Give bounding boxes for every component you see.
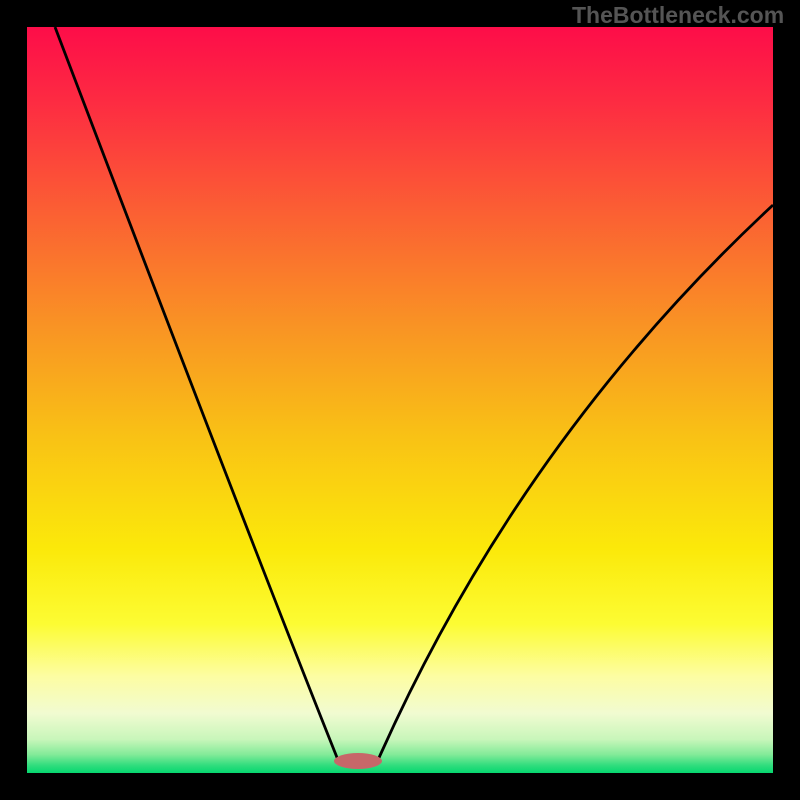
watermark-text: TheBottleneck.com (572, 2, 784, 29)
optimal-marker (334, 753, 382, 769)
plot-area (27, 27, 773, 773)
chart-svg (0, 0, 800, 800)
